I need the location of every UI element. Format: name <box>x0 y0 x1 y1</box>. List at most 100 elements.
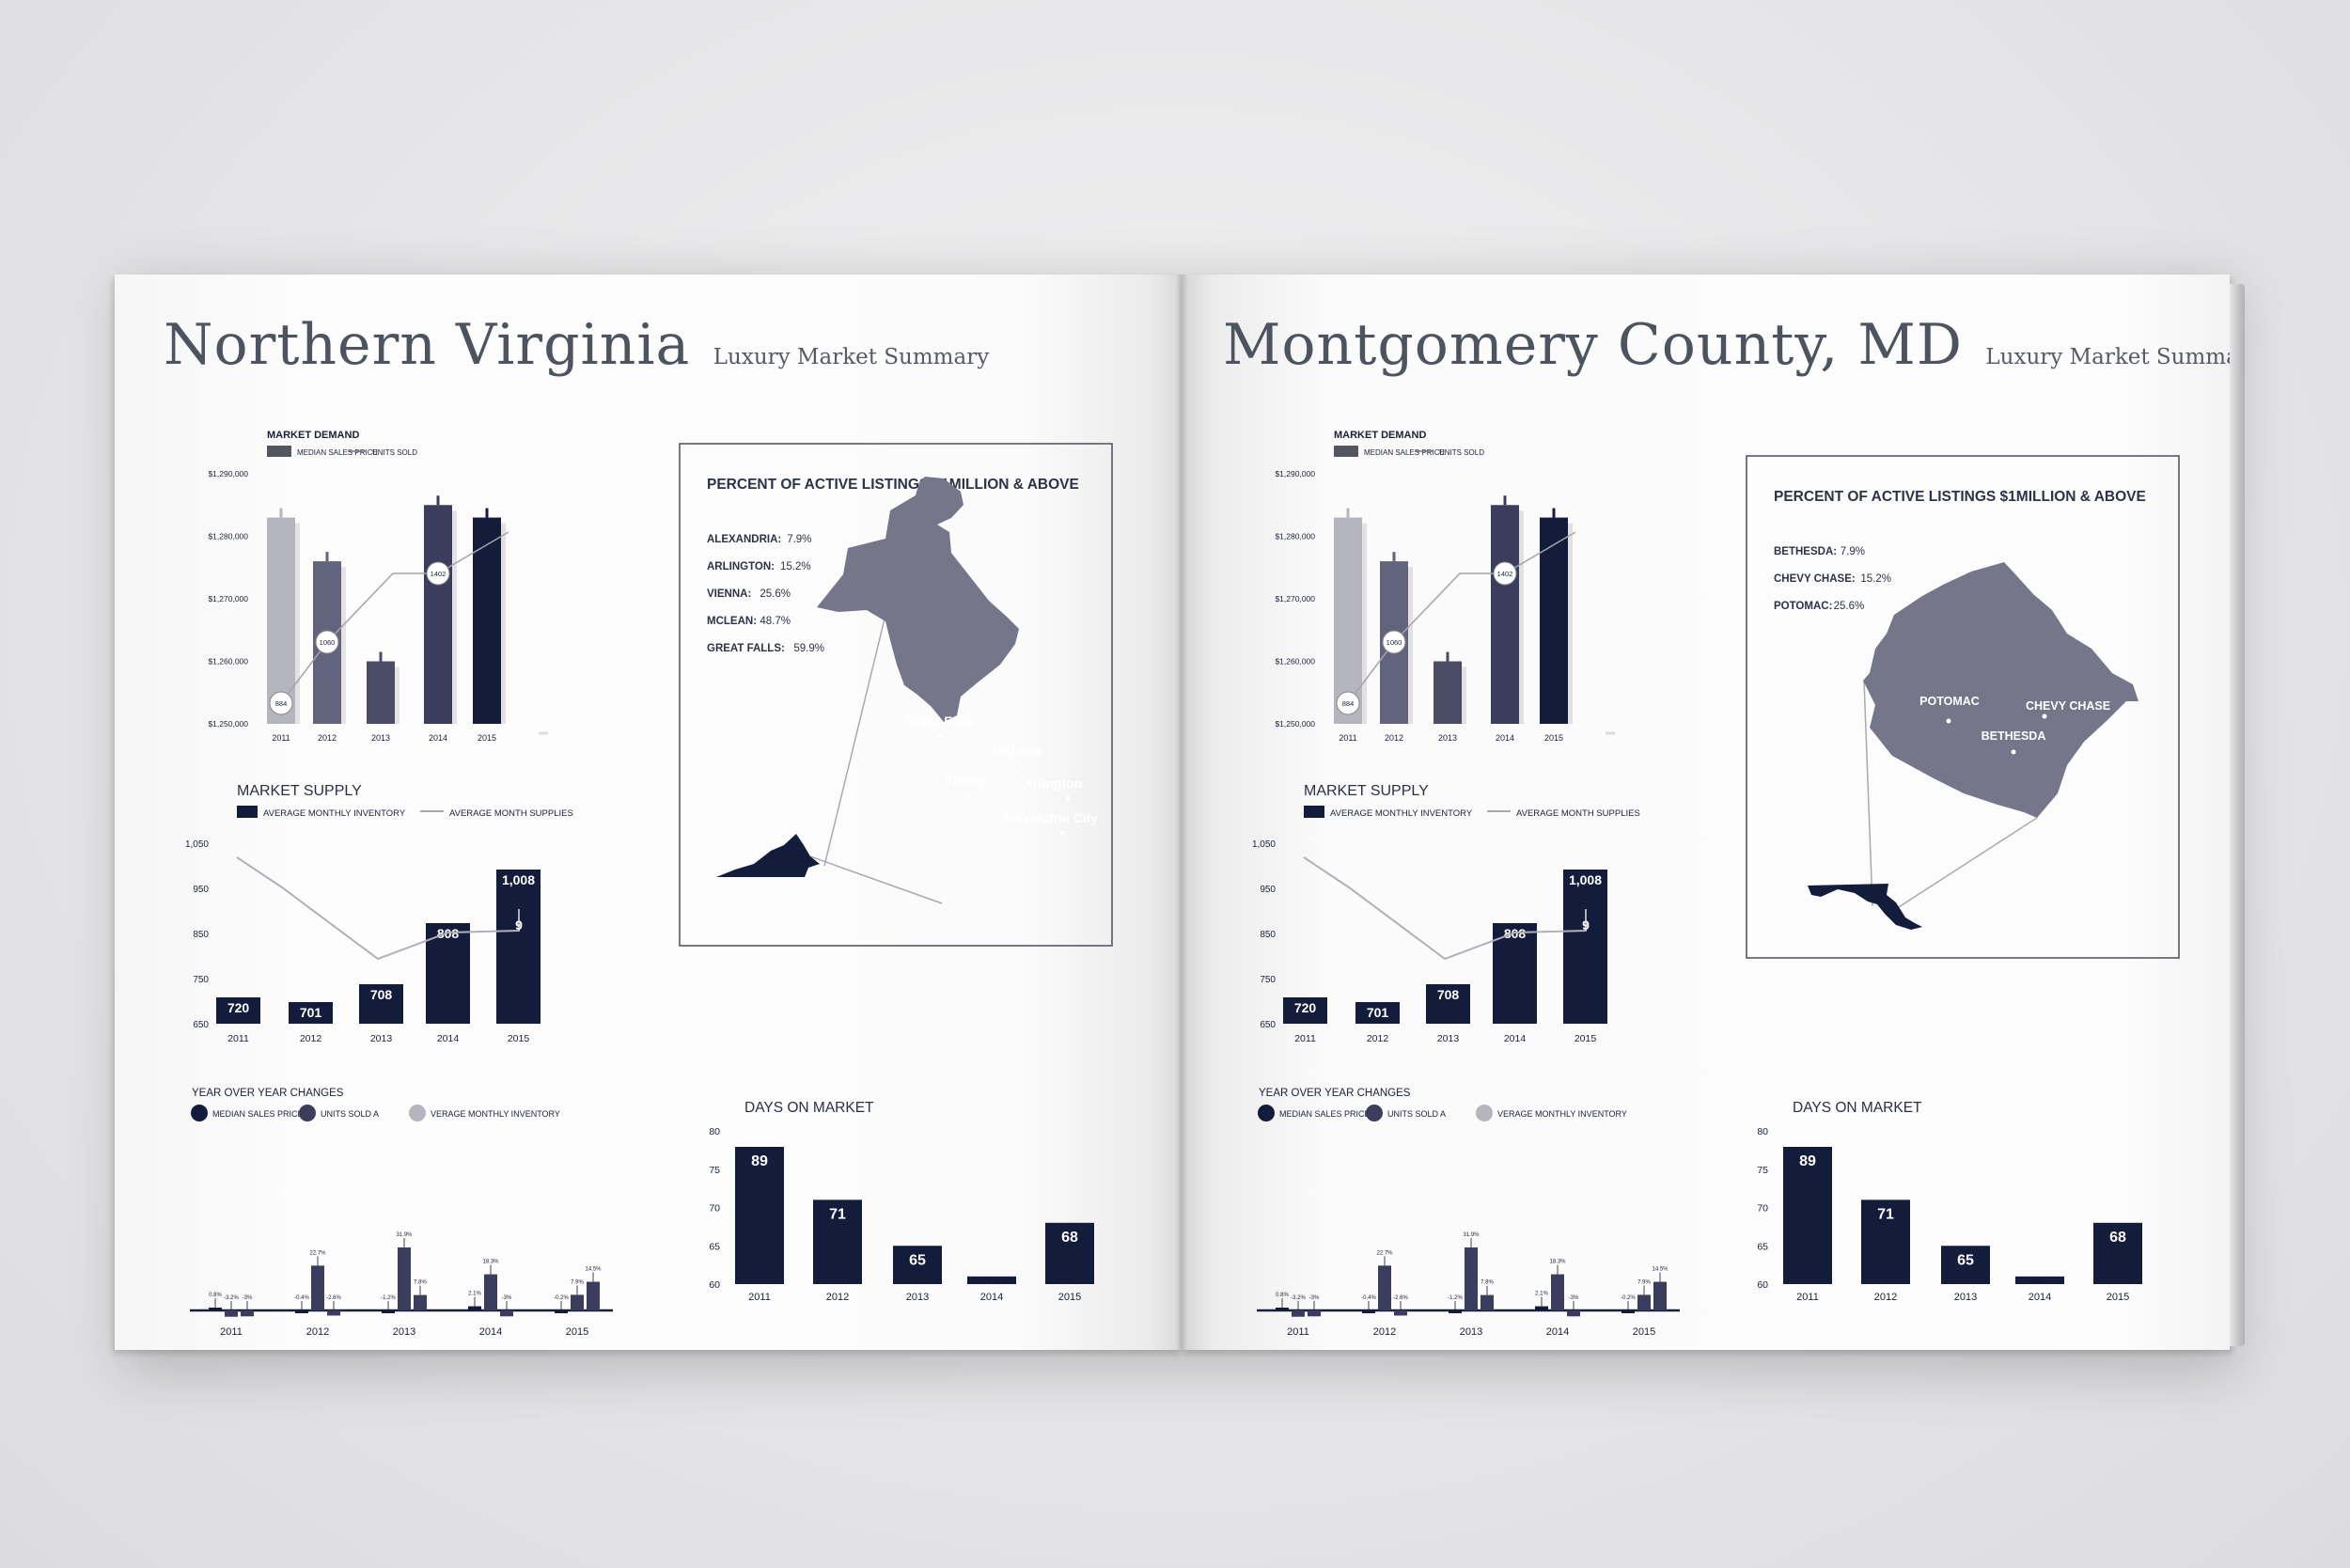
yoy-changes-chart: YEAR OVER YEAR CHANGES MEDIAN SALES PRICE… <box>1257 1088 1680 1338</box>
yoy-bar <box>1378 1265 1391 1310</box>
panel-title: PERCENT OF ACTIVE LISTINGS $1MILLION & A… <box>1774 489 2146 505</box>
page-subtitle: Luxury Market Summary <box>713 345 990 369</box>
yoy-value-label: -3.2% <box>224 1295 239 1301</box>
x-tick-label: 2015 <box>478 733 496 743</box>
listings-panel: PERCENT OF ACTIVE LISTINGS $1MILLION & A… <box>679 443 1113 947</box>
listing-area-label: ALEXANDRIA: <box>707 534 781 545</box>
y-tick-label: $1,290,000 <box>208 469 248 478</box>
yoy-bar <box>468 1306 481 1310</box>
chart-title: MARKET SUPPLY <box>1304 783 1429 799</box>
y-tick-label: $1,260,000 <box>208 657 248 666</box>
listing-area-percent: 7.9% <box>1841 546 1865 557</box>
yoy-bar <box>209 1308 222 1310</box>
callout-line <box>823 603 889 867</box>
yoy-value-label: 18.3% <box>1549 1260 1566 1265</box>
dom-value-label: 68 <box>1061 1230 1078 1246</box>
x-tick-label: 2013 <box>1437 1033 1460 1044</box>
listing-area-percent: 25.6% <box>1834 601 1865 612</box>
yoy-value-label: -2.6% <box>326 1295 341 1301</box>
legend-label-supplies: AVERAGE MONTH SUPPLIES <box>449 808 573 819</box>
yoy-bar <box>1465 1247 1478 1310</box>
legend-swatch <box>1258 1105 1275 1121</box>
yoy-bar <box>1551 1274 1564 1310</box>
demand-bar <box>1434 661 1466 724</box>
supply-value-label: 701 <box>300 1005 322 1020</box>
yoy-value-label: -3% <box>1569 1295 1579 1301</box>
map-place-dot <box>937 733 943 739</box>
supply-bar <box>1283 997 1327 1024</box>
legend-swatch <box>299 1105 316 1121</box>
y-tick-label: $1,250,000 <box>1275 719 1315 729</box>
yoy-value-label: 31.9% <box>396 1232 413 1238</box>
listing-area-percent: 48.7% <box>760 616 791 627</box>
x-tick-label: 2012 <box>826 1292 849 1303</box>
yoy-bar <box>1637 1294 1651 1310</box>
yoy-value-label: 2.1% <box>1535 1292 1548 1297</box>
month-supply-label: 9 <box>515 917 523 933</box>
chart-title: MARKET SUPPLY <box>237 783 362 799</box>
supply-bar <box>1355 1002 1400 1024</box>
dom-value-label: 89 <box>1799 1153 1816 1169</box>
chart-title: DAYS ON MARKET <box>1793 1100 1922 1116</box>
y-tick-label: 75 <box>1757 1165 1768 1176</box>
map-place-dot <box>2011 749 2016 755</box>
dom-value-label: 68 <box>2109 1230 2126 1246</box>
dom-bar <box>967 1276 1016 1284</box>
days-on-market-chart: DAYS ON MARKET 80 75 70 65 60 89 2011 71 2012 65 20… <box>709 1100 1094 1303</box>
legend-label: VERAGE MONTHLY INVENTORY <box>1497 1109 1627 1119</box>
demand-bar <box>367 661 400 724</box>
listing-area-percent: 15.2% <box>780 561 811 572</box>
yoy-bar <box>327 1310 340 1316</box>
y-tick-label: 70 <box>1757 1203 1768 1215</box>
yoy-value-label: 31.9% <box>1463 1232 1480 1238</box>
panel-title: PERCENT OF ACTIVE LISTINGS $1MILLION & A… <box>707 477 1079 493</box>
x-tick-label: 2011 <box>220 1326 243 1338</box>
yoy-value-label: -0.2% <box>1621 1295 1636 1301</box>
yoy-bar <box>587 1281 600 1310</box>
x-tick-label: 2013 <box>1954 1292 1977 1303</box>
yoy-value-label: -3% <box>502 1295 512 1301</box>
yoy-value-label: -3.2% <box>1291 1295 1306 1301</box>
yoy-value-label: -1.2% <box>1448 1295 1463 1301</box>
yoy-value-label: 14.5% <box>585 1267 602 1273</box>
y-tick-label: 80 <box>709 1126 720 1137</box>
x-tick-label: 2014 <box>980 1292 1003 1303</box>
yoy-value-label: 7.8% <box>1480 1280 1494 1286</box>
yoy-bar <box>500 1310 513 1317</box>
x-tick-label: 2014 <box>429 733 447 743</box>
legend-swatch <box>1476 1105 1493 1121</box>
map-place-dot <box>1059 830 1065 836</box>
dom-bar <box>813 1200 862 1284</box>
book-spine <box>1175 274 1188 1350</box>
month-supply-line <box>236 856 520 961</box>
dom-bar <box>735 1147 784 1284</box>
x-tick-label: 2014 <box>437 1033 460 1044</box>
legend-label: UNITS SOLD A <box>321 1109 379 1119</box>
demand-bar <box>1334 517 1367 724</box>
listing-area-label: POTOMAC: <box>1774 601 1832 612</box>
chart-title: DAYS ON MARKET <box>744 1100 874 1116</box>
panel-frame <box>679 443 1113 947</box>
yoy-value-label: -3% <box>1309 1295 1320 1301</box>
montgomery-county-map <box>1863 562 2138 818</box>
dom-bar <box>1941 1246 1990 1284</box>
x-tick-label: 2013 <box>393 1326 415 1338</box>
dom-value-label: 89 <box>751 1153 768 1169</box>
x-tick-label: 2013 <box>1460 1326 1482 1338</box>
x-tick-label: 2012 <box>1874 1292 1897 1303</box>
dom-value-label: 65 <box>909 1252 926 1268</box>
yoy-bar <box>555 1310 568 1313</box>
x-tick-label: 2013 <box>370 1033 393 1044</box>
demand-bar <box>267 517 300 724</box>
x-tick-label: 2013 <box>906 1292 929 1303</box>
y-tick-label: 65 <box>709 1241 720 1252</box>
yoy-bar <box>1449 1310 1462 1313</box>
legend-label-inventory: AVERAGE MONTHLY INVENTORY <box>263 808 406 819</box>
supply-value-label: 720 <box>1294 1000 1317 1015</box>
page-subtitle: Luxury Market Summary <box>1985 345 2230 369</box>
callout-line <box>1888 817 2038 915</box>
map-place-label: POTOMAC <box>1919 695 1980 708</box>
y-tick-label: 75 <box>709 1165 720 1176</box>
yoy-bar <box>1394 1310 1407 1316</box>
page-title: Montgomery County, MD <box>1223 312 1963 378</box>
